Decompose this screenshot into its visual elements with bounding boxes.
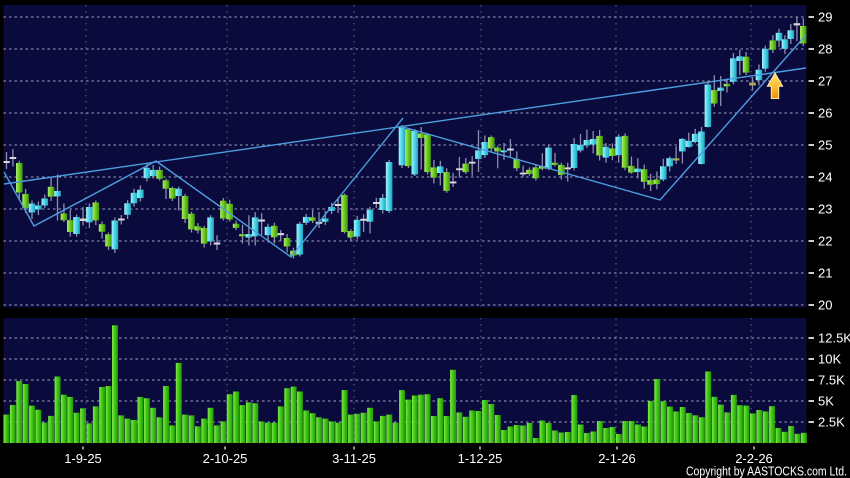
svg-text:25: 25 xyxy=(818,138,832,153)
svg-text:28: 28 xyxy=(818,42,832,57)
svg-text:12.5K: 12.5K xyxy=(818,331,850,346)
svg-text:2-10-25: 2-10-25 xyxy=(203,451,248,466)
svg-text:3-11-25: 3-11-25 xyxy=(332,451,376,466)
svg-text:7.5K: 7.5K xyxy=(818,373,845,388)
svg-text:29: 29 xyxy=(818,10,832,25)
svg-text:10K: 10K xyxy=(818,352,841,367)
svg-text:22: 22 xyxy=(818,234,832,249)
svg-text:20: 20 xyxy=(818,298,832,313)
svg-text:26: 26 xyxy=(818,106,832,121)
svg-text:2.5K: 2.5K xyxy=(818,415,845,430)
svg-text:2-1-26: 2-1-26 xyxy=(598,451,636,466)
svg-text:1-12-25: 1-12-25 xyxy=(458,451,503,466)
svg-text:1-9-25: 1-9-25 xyxy=(64,451,102,466)
svg-text:Copyright by AASTOCKS.com Ltd.: Copyright by AASTOCKS.com Ltd. xyxy=(686,464,847,478)
svg-text:2-2-26: 2-2-26 xyxy=(735,451,773,466)
svg-text:21: 21 xyxy=(818,266,832,281)
svg-text:24: 24 xyxy=(818,170,832,185)
svg-text:27: 27 xyxy=(818,74,832,89)
svg-text:23: 23 xyxy=(818,202,832,217)
svg-text:5K: 5K xyxy=(818,394,834,409)
